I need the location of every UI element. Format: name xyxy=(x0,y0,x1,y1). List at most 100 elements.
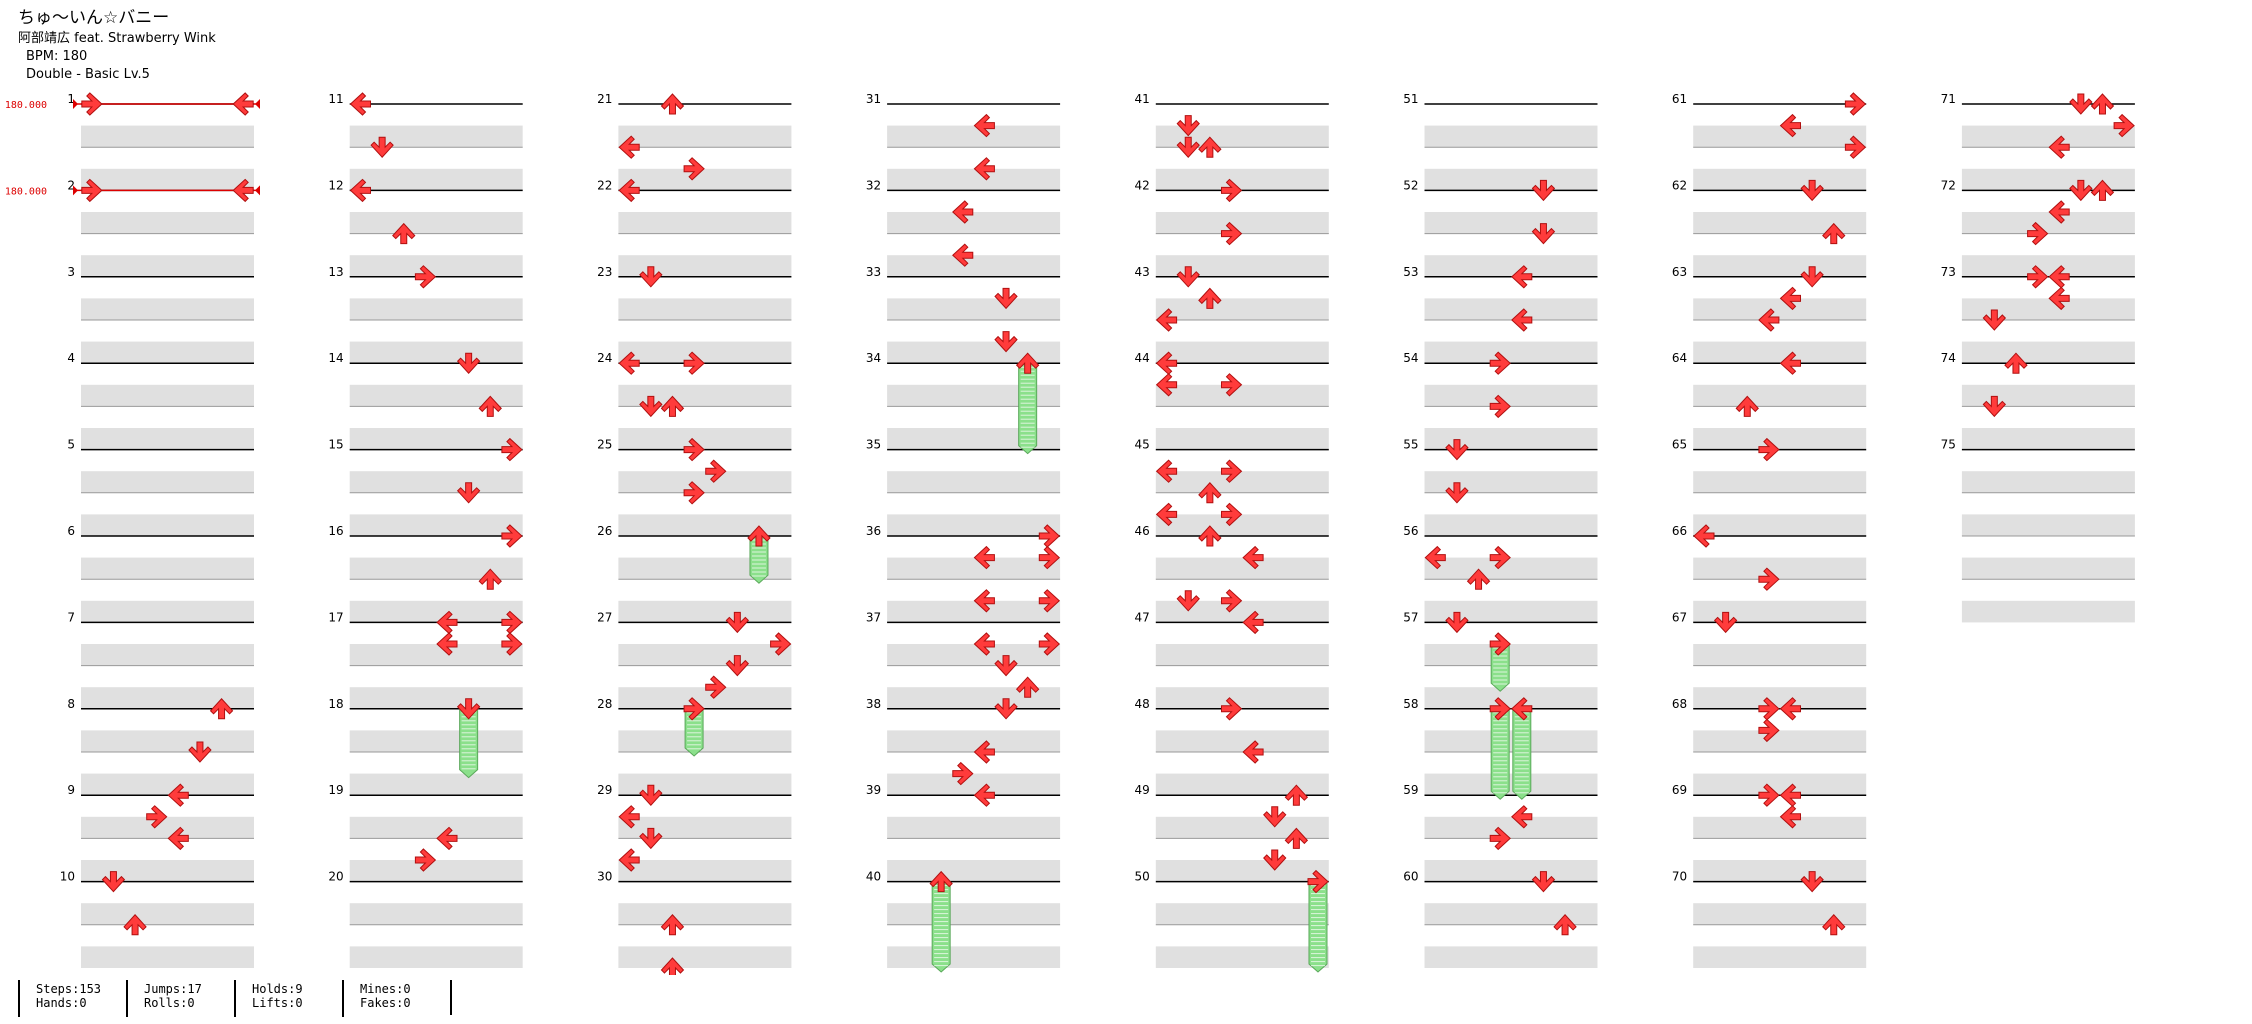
arrow-left-icon xyxy=(1758,308,1780,332)
beat-stripe xyxy=(1155,557,1329,580)
beat-stripe xyxy=(1155,341,1329,364)
beat-stripe xyxy=(618,125,792,148)
arrow-right-icon xyxy=(1307,869,1329,894)
arrow-up-icon xyxy=(660,395,685,417)
arrow-right-icon xyxy=(501,437,523,462)
beat-stripe xyxy=(1693,471,1867,493)
arrow-shape xyxy=(1489,826,1511,851)
bpm-marker xyxy=(73,99,78,109)
arrow-shape xyxy=(1489,545,1511,570)
beat-stripe xyxy=(1424,644,1598,666)
beat-stripe xyxy=(1961,514,2135,536)
arrow-right-icon xyxy=(1489,826,1511,851)
arrow-shape xyxy=(436,610,458,635)
beat-stripe xyxy=(887,644,1061,666)
beat-stripe xyxy=(618,514,792,536)
beat-stripe xyxy=(81,471,254,493)
beat-stripe xyxy=(81,644,254,666)
arrow-shape xyxy=(1155,308,1178,332)
beat-stripe xyxy=(81,298,254,320)
arrow-shape xyxy=(1511,308,1533,332)
beat-stripe xyxy=(1693,946,1867,968)
arrow-shape xyxy=(2048,286,2070,311)
measure-number: 29 xyxy=(597,783,612,797)
arrow-right-icon xyxy=(1220,697,1243,721)
arrow-up-icon xyxy=(660,93,685,115)
arrow-up-icon xyxy=(1822,222,1846,245)
beat-stripe xyxy=(349,514,523,536)
beat-stripe xyxy=(618,341,792,364)
beat-stripe xyxy=(887,514,1061,536)
measure-number: 25 xyxy=(597,438,612,452)
arrow-left-icon xyxy=(618,848,640,872)
arrow-shape xyxy=(1155,373,1178,397)
arrow-right-icon xyxy=(1038,524,1061,548)
bpm-label: 180.000 xyxy=(5,186,47,197)
arrow-down-icon xyxy=(188,741,212,763)
arrow-left-icon xyxy=(973,545,995,570)
stat-jumps: Jumps:17 xyxy=(144,982,202,996)
arrow-right-icon xyxy=(414,848,437,872)
arrow-right-icon xyxy=(683,481,705,505)
arrow-right-icon xyxy=(1844,92,1867,116)
arrow-left-icon xyxy=(1424,545,1446,570)
measure-number: 57 xyxy=(1403,610,1418,624)
beat-stripe xyxy=(349,428,523,450)
arrow-up-icon xyxy=(660,914,685,936)
arrow-up-icon xyxy=(929,870,953,893)
measure-number: 28 xyxy=(597,697,612,711)
arrow-left-icon xyxy=(1242,740,1264,764)
arrow-shape xyxy=(1198,482,1222,504)
arrow-left-icon xyxy=(167,826,189,851)
measure-number: 54 xyxy=(1403,351,1418,365)
stat-rolls: Rolls:0 xyxy=(144,996,195,1010)
arrow-down-icon xyxy=(994,287,1018,310)
beat-stripe xyxy=(349,298,523,320)
beat-stripe xyxy=(1155,687,1329,709)
hold-body xyxy=(1490,708,1510,800)
arrow-left-icon xyxy=(1779,286,1802,311)
beat-stripe xyxy=(1961,341,2135,364)
beat-stripe xyxy=(1693,428,1867,450)
measure-number: 52 xyxy=(1403,178,1418,192)
arrow-left-icon xyxy=(1155,308,1178,332)
beat-stripe xyxy=(1424,687,1598,709)
measure-number: 70 xyxy=(1672,870,1687,884)
beat-stripe xyxy=(1155,298,1329,320)
beat-stripe xyxy=(1155,125,1329,148)
beat-stripe xyxy=(1693,557,1867,580)
arrow-shape xyxy=(618,848,640,872)
arrow-right-icon xyxy=(81,92,103,116)
arrow-shape xyxy=(414,265,437,289)
arrow-shape xyxy=(436,826,458,851)
beat-stripe xyxy=(618,903,792,925)
measure-number: 15 xyxy=(328,438,343,452)
beat-stripe xyxy=(1961,255,2135,277)
arrow-left-icon xyxy=(1155,459,1178,483)
beat-stripe xyxy=(349,860,523,882)
arrow-shape xyxy=(639,266,663,288)
arrow-right-icon xyxy=(952,761,974,786)
arrow-left-icon xyxy=(618,135,640,159)
arrow-left-icon xyxy=(618,178,640,203)
arrow-shape xyxy=(1220,221,1243,246)
beat-stripe xyxy=(887,298,1061,320)
arrow-left-icon xyxy=(973,740,995,764)
arrow-shape xyxy=(1155,459,1178,483)
arrow-left-icon xyxy=(1779,113,1802,138)
beat-stripe xyxy=(1155,860,1329,882)
beat-stripe xyxy=(618,773,792,796)
arrow-shape xyxy=(1735,395,1759,417)
arrow-right-icon xyxy=(1220,221,1243,246)
beat-stripe xyxy=(81,125,254,148)
arrow-left-icon xyxy=(1242,610,1264,635)
beat-stripe xyxy=(1693,600,1867,623)
bpm-marker xyxy=(73,185,78,196)
arrow-up-icon xyxy=(747,525,771,547)
measure-number: 68 xyxy=(1672,697,1687,711)
arrow-shape xyxy=(1220,697,1243,721)
arrow-right-icon xyxy=(2027,221,2049,246)
arrow-shape xyxy=(683,697,705,721)
beat-stripe xyxy=(887,557,1061,580)
arrow-up-icon xyxy=(2090,179,2115,201)
